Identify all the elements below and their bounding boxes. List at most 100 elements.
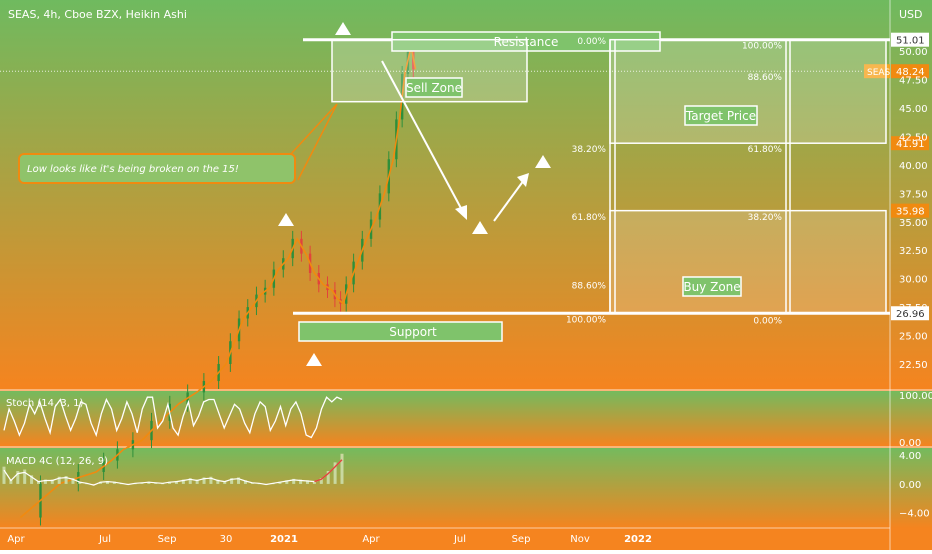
level-value: 41.91 bbox=[896, 139, 925, 150]
macd-histogram-bar bbox=[50, 479, 54, 484]
macd-histogram-bar bbox=[292, 478, 296, 484]
sell-zone-label: Sell Zone bbox=[406, 81, 462, 95]
price-tick-label: 27.50 bbox=[899, 303, 928, 314]
time-tick-label: 2022 bbox=[624, 534, 652, 545]
level-value: 35.98 bbox=[896, 207, 925, 218]
time-tick-label: Jul bbox=[453, 534, 466, 545]
macd-histogram-bar bbox=[43, 479, 47, 484]
macd-histogram-bar bbox=[340, 453, 344, 484]
level-badge bbox=[891, 32, 929, 47]
time-tick-label: Sep bbox=[512, 534, 531, 545]
buy-zone-label: Buy Zone bbox=[683, 280, 740, 294]
callout-text: Low looks like it's being broken on the … bbox=[27, 164, 239, 175]
macd-histogram-bar bbox=[2, 466, 6, 484]
macd-histogram-bar bbox=[319, 478, 323, 484]
stoch-title: Stoch (14, 3, 1) bbox=[6, 398, 83, 409]
price-tick-label: 35.00 bbox=[899, 218, 928, 229]
macd-histogram-bar bbox=[36, 481, 40, 484]
macd-histogram-bar bbox=[112, 481, 116, 484]
macd-histogram-bar bbox=[9, 479, 13, 484]
price-axis: 22.50 25.00 27.50 30.00 32.50 35.00 37.50 40.00… bbox=[899, 47, 928, 371]
macd-line bbox=[3, 459, 343, 486]
fib-level-label: 88.60% bbox=[748, 73, 783, 83]
triangle-marker bbox=[472, 221, 488, 234]
triangle-marker bbox=[306, 353, 322, 366]
macd-histogram-bar bbox=[78, 481, 82, 484]
buy-zone-box bbox=[609, 209, 887, 314]
time-axis: Apr Jul Sep 30 2021 Apr Jul Sep Nov 2022 bbox=[7, 534, 652, 545]
price-tick-label: 30.00 bbox=[899, 275, 928, 286]
time-tick-label: 2021 bbox=[270, 534, 298, 545]
resistance-label-box bbox=[391, 31, 661, 52]
macd-tick-label: 4.00 bbox=[899, 451, 921, 462]
macd-histogram-bar bbox=[64, 476, 68, 484]
up-arrowhead bbox=[517, 173, 529, 187]
fib-level-label: 100.00% bbox=[566, 315, 606, 325]
macd-tick-label: 0.00 bbox=[899, 480, 921, 491]
fib-level-label: 100.00% bbox=[742, 41, 782, 51]
target-price-label: Target Price bbox=[685, 109, 756, 123]
macd-histogram-bar bbox=[312, 481, 316, 484]
buy-zone-label-box bbox=[682, 276, 742, 297]
macd-histogram-bar bbox=[168, 481, 172, 484]
macd-histogram-bar bbox=[216, 479, 220, 484]
macd-title: MACD 4C (12, 26, 9) bbox=[6, 456, 108, 467]
level-badge bbox=[891, 136, 929, 151]
macd-histogram-bar bbox=[147, 481, 151, 484]
fib-level-label: 38.20% bbox=[572, 145, 607, 155]
time-tick-label: Sep bbox=[158, 534, 177, 545]
fib-level-label: 0.00% bbox=[753, 317, 782, 327]
macd-histogram-bar bbox=[105, 481, 109, 484]
macd-histogram-bar bbox=[230, 478, 234, 484]
level-badge bbox=[891, 203, 929, 218]
time-tick-label: 30 bbox=[220, 534, 233, 545]
fib-level-label: 61.80% bbox=[572, 213, 607, 223]
price-tick-label: 45.00 bbox=[899, 104, 928, 115]
price-tick-label: 22.50 bbox=[899, 360, 928, 371]
level-value: 51.01 bbox=[896, 36, 925, 47]
support-label-box bbox=[298, 321, 503, 342]
price-tick-label: 25.00 bbox=[899, 332, 928, 343]
time-tick-label: Apr bbox=[362, 534, 380, 545]
sell-zone-label-box bbox=[405, 77, 463, 98]
macd-signal-tail bbox=[314, 459, 343, 483]
macd-histogram-bar bbox=[30, 475, 34, 484]
macd-pane: −4.00 0.00 4.00 bbox=[2, 451, 930, 520]
stoch-tick-label: 0.00 bbox=[899, 438, 921, 449]
macd-histogram-bar bbox=[333, 462, 337, 484]
triangle-marker bbox=[535, 155, 551, 168]
price-tick-label: 50.00 bbox=[899, 47, 928, 58]
macd-histogram-bar bbox=[278, 481, 282, 484]
callout-box bbox=[18, 153, 296, 184]
symbol-title: SEAS, 4h, Cboe BZX, Heikin Ashi bbox=[8, 8, 187, 21]
fib-level-label: 38.20% bbox=[748, 213, 783, 223]
stoch-pane: 0.00 100.00 bbox=[3, 391, 932, 449]
macd-histogram-bar bbox=[71, 478, 75, 484]
macd-histogram-bar bbox=[195, 479, 199, 484]
macd-histogram-bar bbox=[16, 470, 20, 484]
down-arrow-line bbox=[381, 60, 464, 213]
price-line-layer: SEAS 48.24 bbox=[0, 46, 929, 519]
price-tick-label: 47.50 bbox=[899, 76, 928, 87]
macd-histogram-bar bbox=[243, 480, 247, 484]
price-tick-label: 42.50 bbox=[899, 132, 928, 143]
macd-histogram-bar bbox=[174, 481, 178, 484]
price-levels: 51.01 41.91 35.98 26.96 bbox=[891, 32, 929, 321]
macd-pane-background bbox=[0, 448, 932, 528]
last-price-badge bbox=[891, 64, 929, 79]
resistance-label: Resistance bbox=[494, 35, 559, 49]
time-tick-label: Nov bbox=[570, 534, 590, 545]
macd-histogram-bar bbox=[202, 477, 206, 484]
stoch-line bbox=[3, 396, 343, 439]
up-arrow-line bbox=[493, 179, 525, 222]
time-tick-label: Apr bbox=[7, 534, 25, 545]
drawings: Resistance Support Sell Zone Target Price Bu… bbox=[18, 22, 890, 366]
level-value: 26.96 bbox=[896, 309, 925, 320]
price-line bbox=[19, 46, 417, 519]
price-tick-label: 32.50 bbox=[899, 246, 928, 257]
macd-histogram-bar bbox=[237, 477, 241, 484]
fib-level-label: 61.80% bbox=[748, 145, 783, 155]
currency-label: USD bbox=[899, 8, 923, 21]
